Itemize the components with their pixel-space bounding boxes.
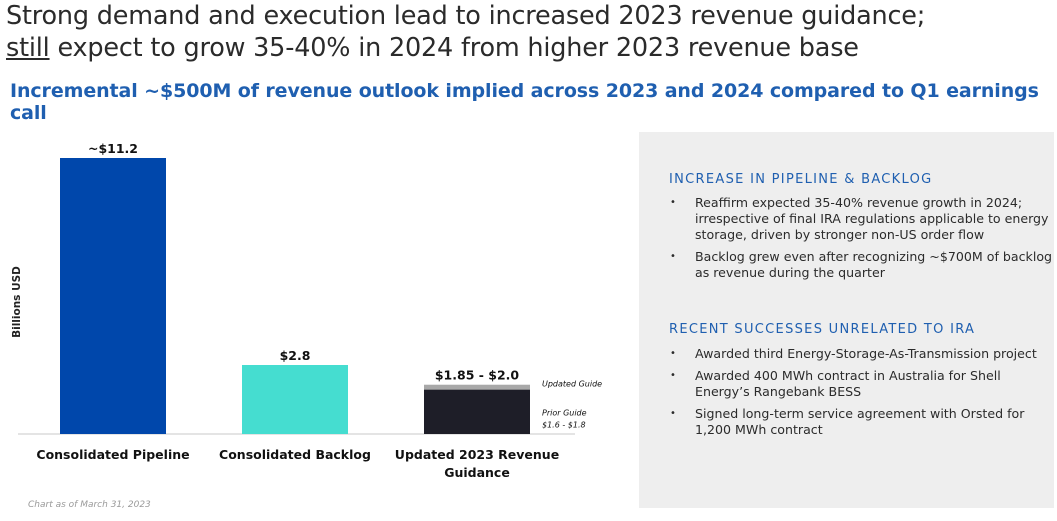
title-line-2: still expect to grow 35-40% in 2024 from… — [6, 32, 1051, 64]
list-item: Reaffirm expected 35-40% revenue growth … — [669, 195, 1054, 243]
bar-2 — [242, 365, 348, 434]
section-heading-pipeline: INCREASE IN PIPELINE & BACKLOG — [669, 172, 933, 187]
title-line-2-rest: expect to grow 35-40% in 2024 from highe… — [49, 33, 859, 63]
section-heading-successes: RECENT SUCCESSES UNRELATED TO IRA — [669, 322, 976, 337]
data-label-3: $1.85 - $2.0 — [435, 368, 520, 383]
bar-1 — [60, 158, 166, 434]
prior-guide-label: Prior Guide — [542, 409, 587, 418]
data-label-2: $2.8 — [280, 348, 311, 363]
revenue-bar-chart: ~$11.2 Consolidated Pipeline $2.8 Consolida… — [18, 141, 602, 480]
updated-guide-bar-segment — [424, 384, 530, 390]
category-label-3: Updated 2023 Revenue — [395, 447, 559, 462]
pipeline-bullet-list: Reaffirm expected 35-40% revenue growth … — [669, 195, 1054, 287]
data-label-1: ~$11.2 — [88, 141, 138, 156]
category-label-1: Consolidated Pipeline — [36, 447, 189, 462]
updated-guide-label: Updated Guide — [542, 380, 602, 389]
list-item: Awarded 400 MWh contract in Australia fo… — [669, 368, 1054, 400]
page-subtitle: Incremental ~$500M of revenue outlook im… — [10, 80, 1039, 124]
prior-guide-range-label: $1.6 - $1.8 — [542, 421, 586, 430]
successes-bullet-list: Awarded third Energy-Storage-As-Transmis… — [669, 346, 1054, 444]
list-item: Backlog grew even after recognizing ~$70… — [669, 249, 1054, 281]
page-title: Strong demand and execution lead to incr… — [6, 0, 1051, 64]
highlights-panel: INCREASE IN PIPELINE & BACKLOG Reaffirm … — [639, 132, 1054, 508]
title-emphasis: still — [6, 33, 50, 63]
list-item: Awarded third Energy-Storage-As-Transmis… — [669, 346, 1054, 362]
category-label-2: Consolidated Backlog — [219, 447, 371, 462]
category-label-3: Guidance — [444, 465, 510, 480]
list-item: Signed long-term service agreement with … — [669, 406, 1054, 438]
chart-footnote: Chart as of March 31, 2023 — [28, 500, 151, 510]
prior-guide-bar-segment — [424, 389, 530, 434]
title-line-1: Strong demand and execution lead to incr… — [6, 1, 926, 31]
